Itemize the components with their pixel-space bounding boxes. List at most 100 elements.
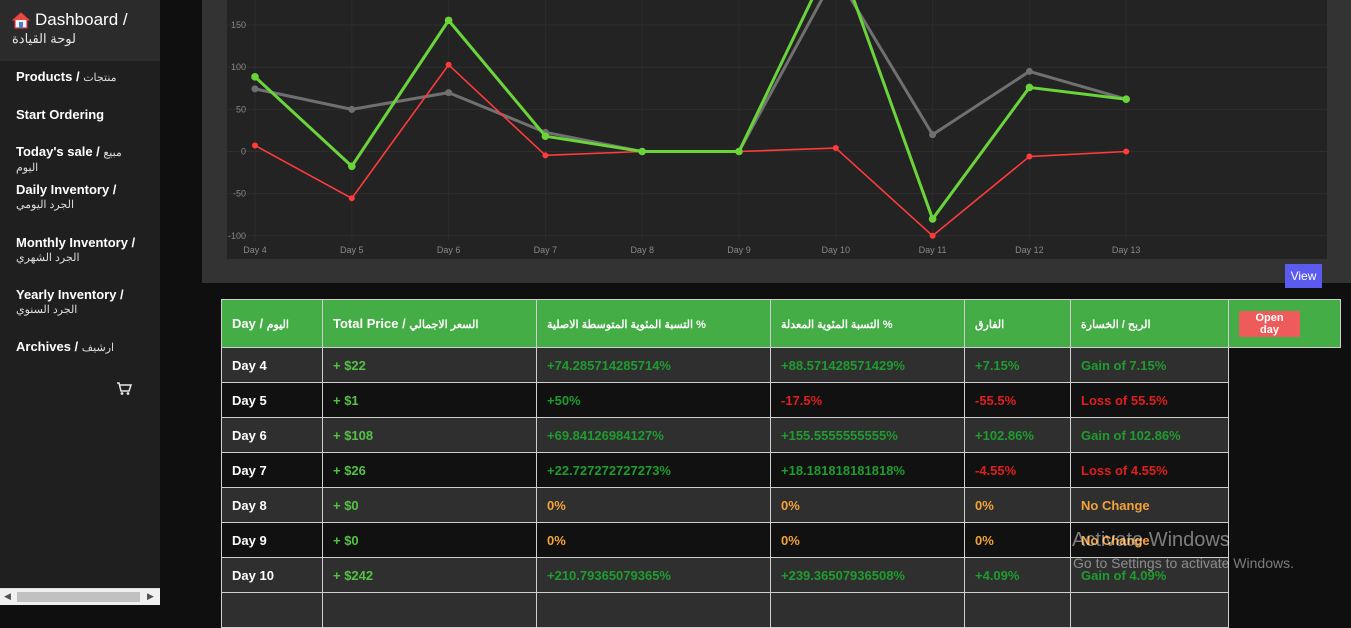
difference-cell: +7.15% <box>964 347 1071 383</box>
table-row: Day 5 + $1 +50% -17.5% -55.5% Loss of 55.5% <box>221 382 1341 418</box>
sidebar-item[interactable]: Yearly Inventory / الجرد السنوي <box>0 288 160 317</box>
sidebar-item[interactable]: Products / منتجات <box>0 70 160 85</box>
price-cell: + $0 <box>322 522 537 558</box>
table-row: Day 8 + $0 0% 0% 0% No Change <box>221 487 1341 523</box>
col-actions: Open day <box>1228 299 1341 348</box>
day-cell: Day 9 <box>221 522 323 558</box>
sidebar-item-label: Today's sale / <box>16 144 100 159</box>
cart-icon[interactable] <box>116 381 133 401</box>
activate-windows-subtitle: Go to Settings to activate Windows. <box>1073 555 1294 571</box>
difference-cell: 0% <box>964 487 1071 523</box>
day-cell: Day 7 <box>221 452 323 488</box>
difference-cell: +102.86% <box>964 417 1071 453</box>
data-point <box>638 147 646 156</box>
x-tick-label: Day 4 <box>243 245 267 255</box>
scroll-left-icon[interactable]: ◀ <box>4 591 11 601</box>
home-icon <box>12 11 30 29</box>
sidebar-item-arabic-label: مبيع اليوم <box>16 147 122 174</box>
day-cell: Day 4 <box>221 347 323 383</box>
plot-area <box>227 0 1327 259</box>
daily-comparison-table: Day / اليوم Total Price / السعر الاجمالي… <box>221 299 1341 628</box>
scroll-right-icon[interactable]: ▶ <box>147 591 154 601</box>
x-tick-label: Day 5 <box>340 245 364 255</box>
empty-cell <box>1228 592 1341 628</box>
price-cell: + $26 <box>322 452 537 488</box>
x-tick-label: Day 13 <box>1112 245 1141 255</box>
col-adjusted-percent: التسبة المئوية المعدلة % <box>770 299 965 348</box>
price-cell: + $108 <box>322 417 537 453</box>
data-point <box>1123 148 1130 155</box>
empty-cell <box>1228 557 1341 593</box>
col-total-price: Total Price / السعر الاجمالي <box>322 299 537 348</box>
sidebar-item-label: Yearly Inventory / <box>16 287 124 302</box>
data-point <box>1025 67 1033 75</box>
table-row: Day 9 + $0 0% 0% 0% No Change <box>221 522 1341 558</box>
difference-cell: -55.5% <box>964 382 1071 418</box>
empty-cell <box>322 592 537 628</box>
data-point <box>445 89 453 97</box>
x-tick-label: Day 7 <box>534 245 558 255</box>
sidebar-item[interactable]: Start Ordering <box>0 108 160 122</box>
sidebar-item-label: Products / <box>16 69 80 84</box>
sidebar: Dashboard / لوحة القيادة Products / منتج… <box>0 0 160 605</box>
original-percent-cell: +69.84126984127% <box>536 417 771 453</box>
adjusted-percent-cell: +155.5555555555% <box>770 417 965 453</box>
col-gain-loss: الربح / الخسارة <box>1070 299 1229 348</box>
empty-cell <box>536 592 771 628</box>
sidebar-item[interactable]: Archives / ارشيف <box>0 340 160 355</box>
sidebar-item-label: Start Ordering <box>16 107 105 122</box>
difference-cell: +4.09% <box>964 557 1071 593</box>
empty-cell <box>1228 382 1341 418</box>
scrollbar-thumb[interactable] <box>17 592 140 602</box>
data-point <box>832 145 839 152</box>
y-tick-label: -50 <box>233 189 246 199</box>
brand-header[interactable]: Dashboard / لوحة القيادة <box>0 0 160 61</box>
y-tick-label: 150 <box>231 20 246 30</box>
sidebar-item-arabic-label: الجرد السنوي <box>16 304 78 316</box>
sidebar-item-arabic-label: ارشيف <box>81 342 115 354</box>
data-point <box>1026 153 1033 160</box>
data-point <box>445 61 452 68</box>
empty-cell <box>1228 417 1341 453</box>
view-button[interactable]: View <box>1285 264 1322 288</box>
sidebar-item[interactable]: Today's sale / مبيع اليوم <box>0 145 160 175</box>
data-point <box>929 131 937 139</box>
gain-loss-cell: Loss of 4.55% <box>1070 452 1229 488</box>
gain-loss-cell: Loss of 55.5% <box>1070 382 1229 418</box>
table-row: Day 10 + $242 +210.79365079365% +239.365079… <box>221 557 1341 593</box>
original-percent-cell: 0% <box>536 522 771 558</box>
y-tick-label: 50 <box>236 104 246 114</box>
horizontal-scrollbar[interactable]: ◀ ▶ <box>0 588 160 605</box>
x-tick-label: Day 11 <box>919 245 947 255</box>
sidebar-item[interactable]: Daily Inventory / الجرد اليومي <box>0 183 160 212</box>
x-tick-label: Day 12 <box>1015 245 1044 255</box>
x-tick-label: Day 8 <box>630 245 654 255</box>
original-percent-cell: +50% <box>536 382 771 418</box>
gain-loss-cell: Gain of 7.15% <box>1070 347 1229 383</box>
data-point <box>541 132 550 140</box>
table-row: Day 4 + $22 +74.285714285714% +88.571428571… <box>221 347 1341 383</box>
gain-loss-cell: Gain of 4.09% <box>1070 557 1229 593</box>
data-point <box>251 73 259 81</box>
data-point <box>1122 95 1130 104</box>
open-day-button[interactable]: Open day <box>1239 310 1300 337</box>
original-percent-cell: +210.79365079365% <box>536 557 771 593</box>
table-header-row: Day / اليوم Total Price / السعر الاجمالي… <box>221 299 1341 348</box>
price-cell: + $22 <box>322 347 537 383</box>
original-percent-cell: 0% <box>536 487 771 523</box>
data-point <box>444 16 453 25</box>
empty-cell <box>1228 487 1341 523</box>
difference-cell: -4.55% <box>964 452 1071 488</box>
data-point <box>929 232 936 239</box>
empty-cell <box>964 592 1071 628</box>
data-point <box>928 215 937 223</box>
day-cell: Day 6 <box>221 417 323 453</box>
x-tick-label: Day 9 <box>727 245 751 255</box>
data-point <box>542 152 549 159</box>
price-cell: + $0 <box>322 487 537 523</box>
sidebar-item[interactable]: Monthly Inventory / الجرد الشهري <box>0 236 160 265</box>
dashboard-title: Dashboard / <box>35 10 128 29</box>
y-tick-label: -100 <box>228 231 246 241</box>
line-chart: 150 100 50 0 -50 -100 Day 4 Day 5 Day 6 Day 7 Day … <box>227 0 1327 259</box>
price-cell: + $1 <box>322 382 537 418</box>
